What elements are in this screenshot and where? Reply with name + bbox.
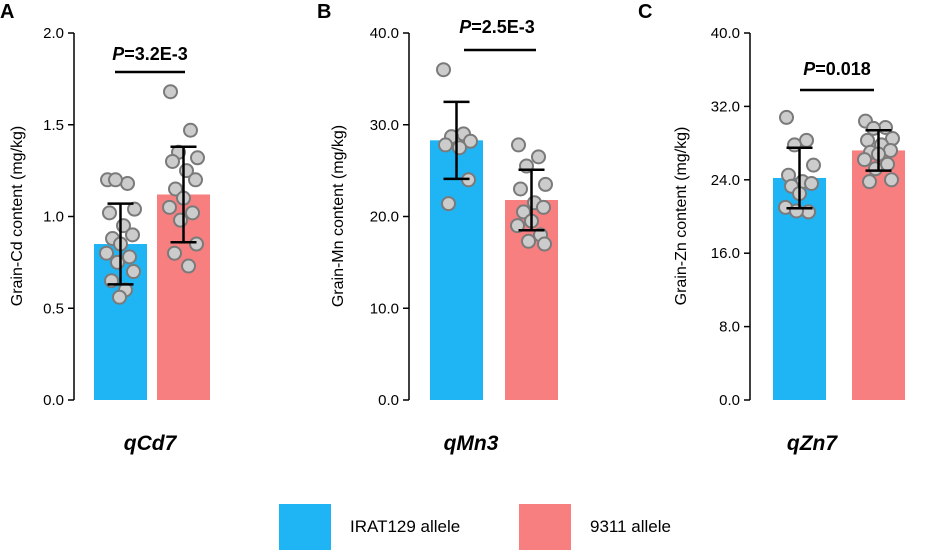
data-point bbox=[108, 172, 123, 188]
bar bbox=[852, 150, 905, 400]
data-point bbox=[463, 133, 478, 149]
p-prefix-b: P bbox=[459, 17, 472, 37]
data-point bbox=[538, 176, 553, 192]
y-tick-label: 1.0 bbox=[43, 209, 64, 226]
y-tick-label: 0.0 bbox=[719, 392, 740, 409]
legend-swatch-9311 bbox=[519, 504, 571, 550]
y-tick-label: 32.0 bbox=[711, 98, 740, 115]
data-point bbox=[122, 249, 137, 265]
data-point bbox=[125, 227, 140, 243]
panel-c: C Grain-Zn content (mg/kg) 0.0 8.0 16.0 24.… bbox=[638, 1, 905, 455]
data-point bbox=[173, 212, 188, 228]
data-point bbox=[511, 137, 526, 153]
gene-label-a: qCd7 bbox=[124, 432, 178, 455]
data-point bbox=[99, 245, 114, 261]
p-prefix-a: P bbox=[112, 44, 125, 64]
data-point bbox=[189, 236, 204, 252]
y-tick-label: 0.0 bbox=[378, 392, 399, 409]
data-point bbox=[804, 175, 819, 191]
data-point bbox=[441, 196, 456, 212]
data-point bbox=[779, 109, 794, 125]
data-point bbox=[806, 157, 821, 173]
panel-letter-c: C bbox=[638, 1, 652, 23]
y-tick-label: 40.0 bbox=[370, 25, 399, 42]
data-point bbox=[110, 254, 125, 270]
data-point bbox=[868, 161, 883, 177]
data-point bbox=[190, 150, 205, 166]
plot-area-a: 0.0 0.5 1.0 1.5 2.0 bbox=[43, 25, 210, 409]
legend: IRAT129 allele 9311 allele bbox=[279, 504, 671, 550]
panel-a: A Grain-Cd content (mg/kg) 0.0 0.5 1.0 1.5 2… bbox=[0, 1, 210, 455]
legend-label-9311: 9311 allele bbox=[590, 517, 671, 536]
data-point bbox=[167, 245, 182, 261]
y-tick-label: 0.0 bbox=[43, 392, 64, 409]
data-point bbox=[438, 137, 453, 153]
y-tick-label: 20.0 bbox=[370, 209, 399, 226]
panel-letter-a: A bbox=[0, 1, 14, 23]
p-number-c: =0.018 bbox=[815, 59, 871, 79]
data-point bbox=[112, 289, 127, 305]
data-point bbox=[436, 62, 451, 78]
y-tick-label: 0.5 bbox=[43, 300, 64, 317]
data-point bbox=[860, 132, 875, 148]
y-tick-label: 24.0 bbox=[711, 172, 740, 189]
y-tick-label: 2.0 bbox=[43, 25, 64, 42]
plot-area-b: 0.0 10.0 20.0 30.0 40.0 bbox=[370, 25, 558, 409]
y-tick-label: 16.0 bbox=[711, 245, 740, 262]
p-number-a: =3.2E-3 bbox=[124, 44, 188, 64]
p-number-b: =2.5E-3 bbox=[471, 17, 535, 37]
data-point bbox=[188, 172, 203, 188]
p-value-b: P=2.5E-3 bbox=[459, 17, 535, 37]
y-tick-label: 8.0 bbox=[719, 319, 740, 336]
data-point bbox=[165, 153, 180, 169]
gene-label-b: qMn3 bbox=[444, 432, 499, 455]
y-axis-title-a: Grain-Cd content (mg/kg) bbox=[9, 126, 26, 307]
p-value-c: P=0.018 bbox=[803, 59, 871, 79]
y-axis-title-b: Grain-Mn content (mg/kg) bbox=[330, 125, 347, 307]
data-point bbox=[536, 199, 551, 215]
p-prefix-c: P bbox=[803, 59, 816, 79]
data-point bbox=[452, 140, 467, 156]
data-point bbox=[537, 236, 552, 252]
panel-letter-b: B bbox=[317, 1, 331, 23]
data-point bbox=[168, 181, 183, 197]
plot-area-c: 0.0 8.0 16.0 24.0 32.0 40.0 bbox=[711, 25, 905, 409]
data-point bbox=[120, 175, 135, 191]
data-point bbox=[884, 172, 899, 188]
data-point bbox=[183, 122, 198, 138]
y-tick-label: 30.0 bbox=[370, 117, 399, 134]
y-axis-title-c: Grain-Zn content (mg/kg) bbox=[673, 127, 690, 306]
p-value-a: P=3.2E-3 bbox=[112, 44, 188, 64]
data-point bbox=[162, 199, 177, 215]
data-point bbox=[102, 205, 117, 221]
data-point bbox=[185, 205, 200, 221]
data-point bbox=[521, 233, 536, 249]
bar bbox=[505, 199, 558, 400]
y-tick-label: 1.5 bbox=[43, 117, 64, 134]
data-point bbox=[857, 152, 872, 168]
panel-b: B Grain-Mn content (mg/kg) 0.0 10.0 20.0 30… bbox=[317, 1, 558, 455]
data-point bbox=[126, 264, 141, 280]
data-point bbox=[181, 258, 196, 274]
data-point bbox=[163, 84, 178, 100]
data-point bbox=[862, 174, 877, 190]
gene-label-c: qZn7 bbox=[787, 432, 838, 455]
data-point bbox=[789, 203, 804, 219]
data-point bbox=[513, 181, 528, 197]
y-tick-label: 10.0 bbox=[370, 300, 399, 317]
y-tick-label: 40.0 bbox=[711, 25, 740, 42]
data-point bbox=[510, 218, 525, 234]
legend-label-irat: IRAT129 allele bbox=[350, 517, 460, 536]
data-point bbox=[127, 201, 142, 217]
data-point bbox=[516, 204, 531, 220]
data-point bbox=[883, 142, 898, 158]
data-point bbox=[866, 120, 881, 136]
legend-swatch-irat bbox=[279, 504, 331, 550]
data-point bbox=[531, 149, 546, 165]
